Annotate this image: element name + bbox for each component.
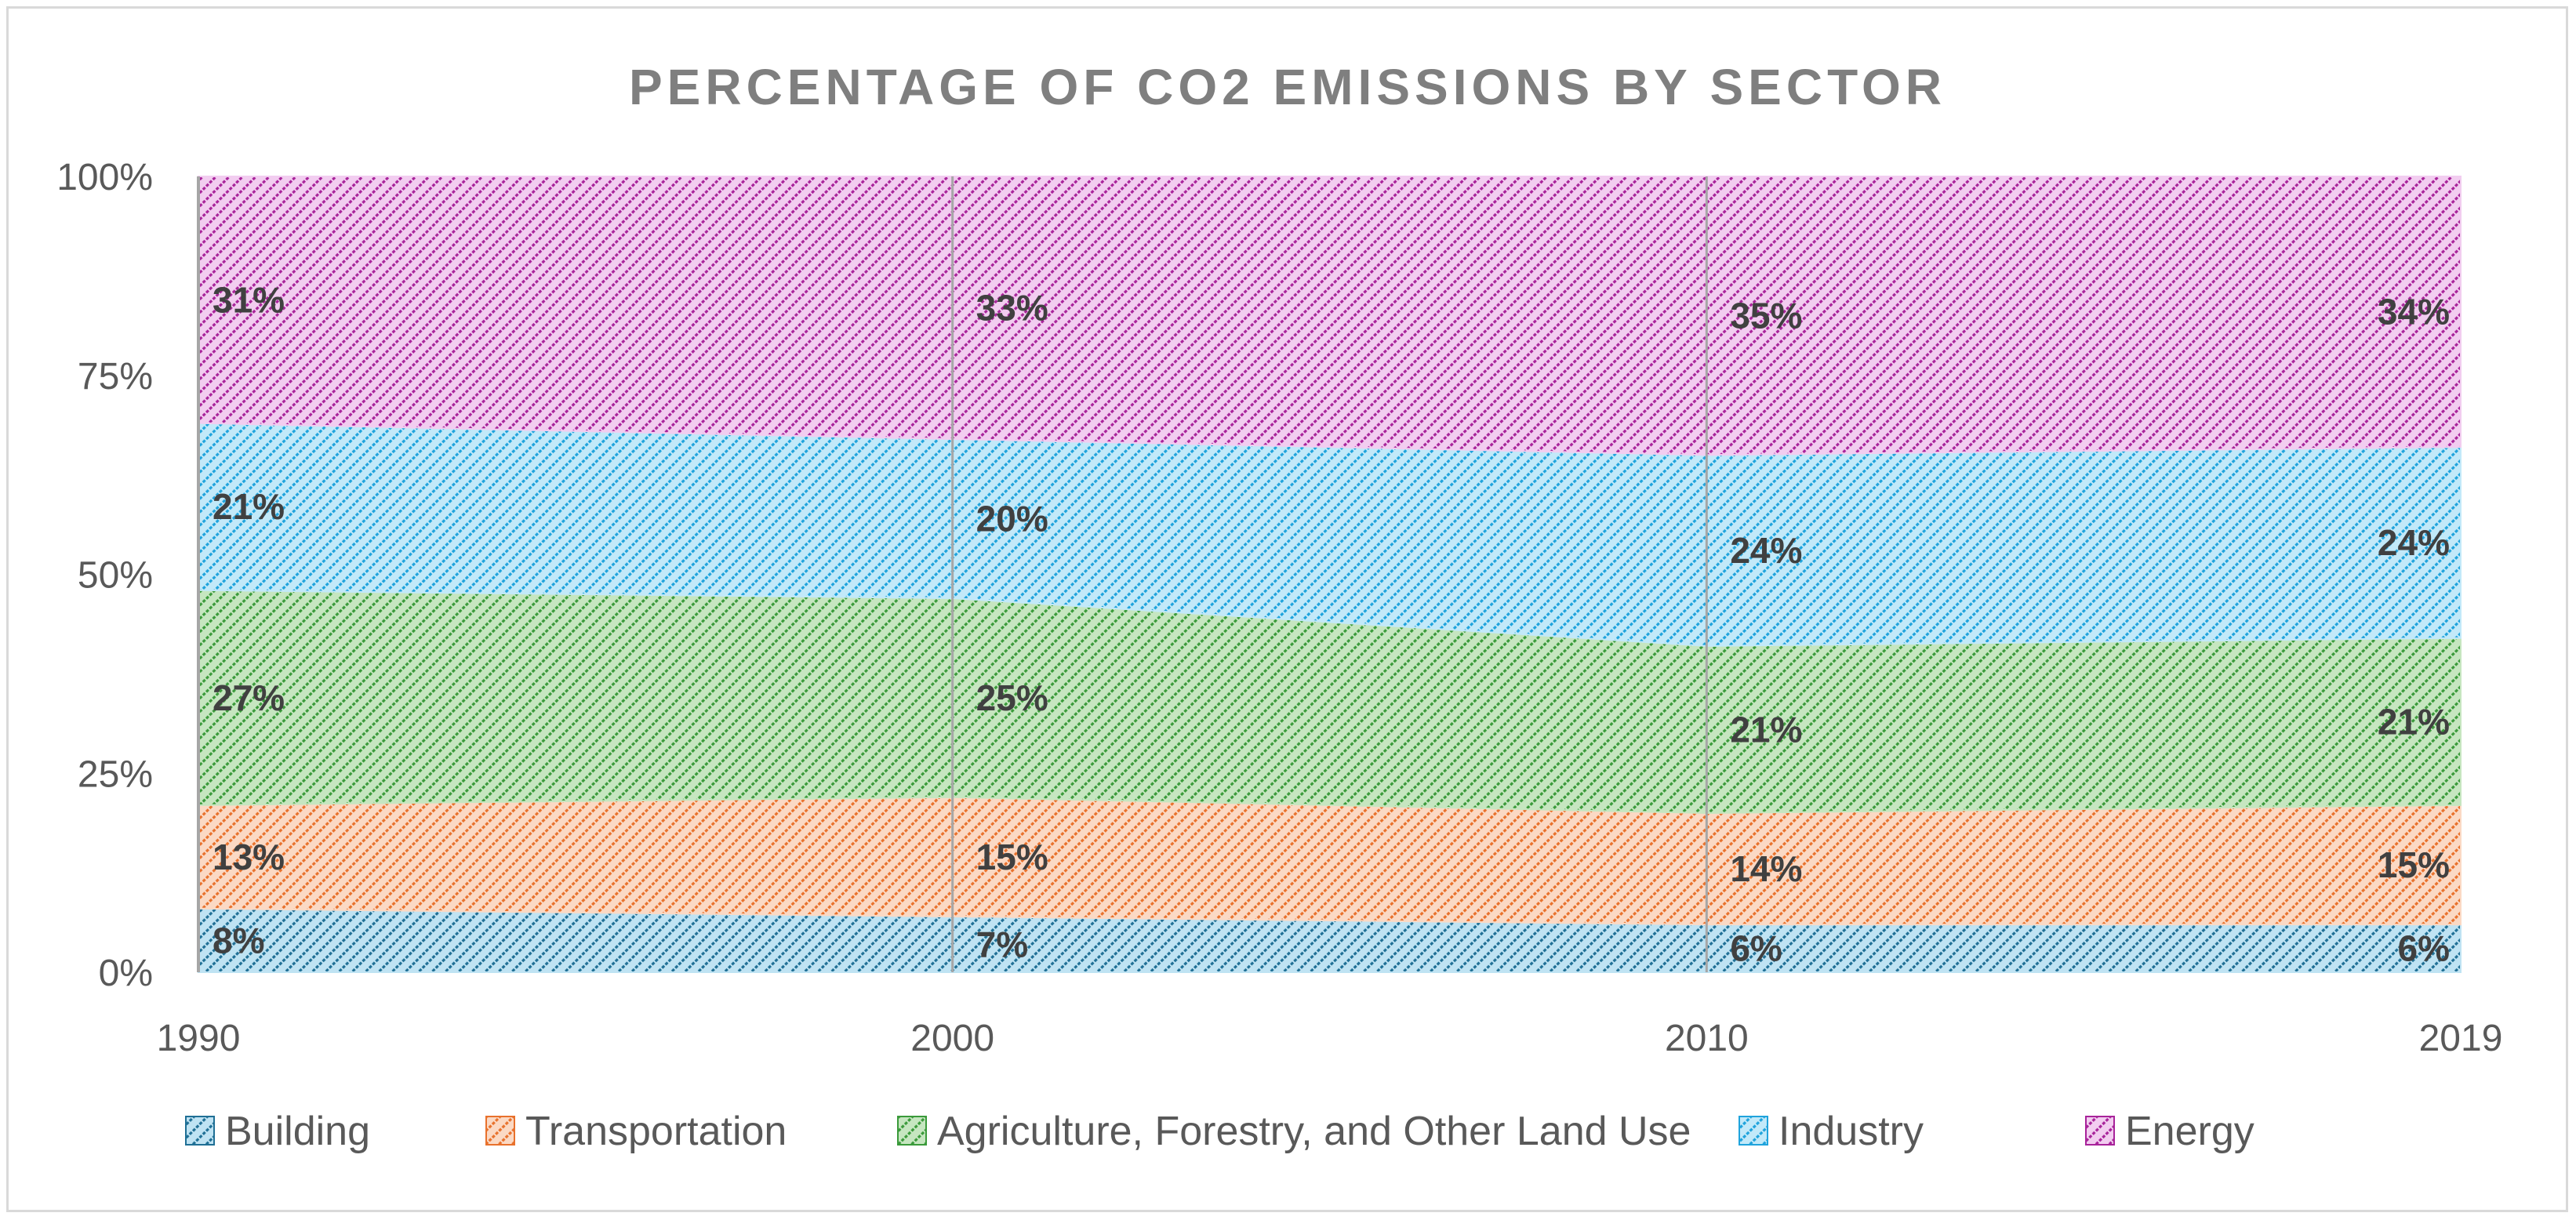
data-label: 15% [2378,844,2450,885]
legend-label: Energy [2125,1109,2254,1154]
areas [198,176,2462,973]
data-label: 6% [2398,928,2450,969]
legend-swatch [1739,1116,1768,1146]
data-label: 31% [213,279,285,320]
gridlines [951,176,1708,972]
data-label: 34% [2378,292,2450,332]
legend: Building Transportation Agriculture, Fores… [185,1109,2254,1154]
y-tick-label: 75% [78,356,153,398]
legend-item: Industry [1739,1109,1924,1154]
x-tick-label: 2000 [910,1018,994,1059]
area-energy [198,176,2462,456]
data-label: 6% [1730,928,1782,969]
data-label: 21% [2378,701,2450,742]
y-tick-label: 25% [78,753,153,795]
chart-title: PERCENTAGE OF CO2 EMISSIONS BY SECTOR [629,59,1946,115]
legend-label: Building [225,1109,370,1154]
y-tick-label: 100% [56,157,153,198]
legend-label: Industry [1778,1109,1924,1154]
axes: 0% 25% 50% 75% 100% 1990 2000 2010 2019 [56,157,2502,1059]
data-label: 33% [976,287,1048,328]
data-label: 24% [1730,530,1802,571]
data-label: 25% [976,677,1048,718]
data-label: 24% [2378,522,2450,563]
data-label: 21% [1730,709,1802,750]
legend-item: Agriculture, Forestry, and Other Land Us… [897,1109,1691,1154]
x-tick-label: 2019 [2419,1018,2503,1059]
area-transportation [198,796,2462,926]
data-label: 7% [976,924,1028,964]
data-labels: 8% 7% 6% 6% 13% 15% 14% 15% 27% 25% 21% 21% 21% 20% 24… [213,279,2450,968]
legend-item: Energy [2085,1109,2254,1154]
legend-swatch [185,1116,215,1146]
legend-item: Building [185,1109,370,1154]
legend-swatch [485,1116,515,1146]
data-label: 8% [213,920,264,960]
legend-swatch [897,1116,927,1146]
x-tick-label: 1990 [157,1018,241,1059]
data-label: 20% [976,498,1048,539]
legend-item: Transportation [485,1109,787,1154]
y-tick-label: 50% [78,555,153,597]
data-label: 15% [976,837,1048,877]
data-label: 27% [213,677,285,718]
legend-label: Agriculture, Forestry, and Other Land Us… [937,1109,1691,1154]
data-label: 14% [1730,848,1802,889]
legend-label: Transportation [525,1109,787,1154]
data-label: 13% [213,837,285,877]
data-label: 35% [1730,296,1802,336]
data-label: 21% [213,486,285,527]
y-tick-label: 0% [99,953,153,994]
legend-swatch [2085,1116,2115,1146]
chart-frame [6,6,2568,1212]
x-tick-label: 2010 [1665,1018,1749,1059]
